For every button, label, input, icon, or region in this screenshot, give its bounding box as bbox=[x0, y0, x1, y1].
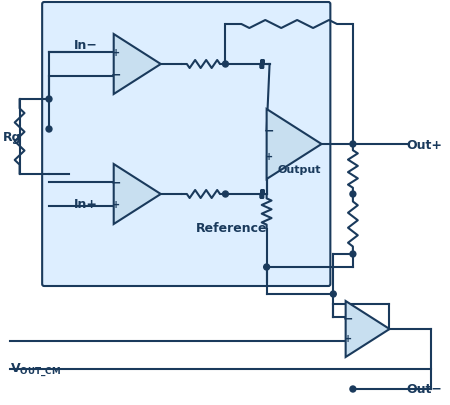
Text: In−: In− bbox=[73, 38, 97, 51]
Circle shape bbox=[350, 252, 356, 257]
Text: −: − bbox=[110, 176, 121, 189]
Text: Out−: Out− bbox=[407, 383, 443, 396]
Text: −: − bbox=[343, 312, 353, 325]
Text: +: + bbox=[265, 151, 273, 162]
Text: −: − bbox=[110, 68, 121, 81]
Polygon shape bbox=[267, 110, 322, 179]
Text: −: − bbox=[263, 124, 274, 137]
Text: Output: Output bbox=[277, 164, 321, 175]
Circle shape bbox=[350, 192, 356, 198]
Polygon shape bbox=[114, 35, 161, 95]
Polygon shape bbox=[114, 164, 161, 224]
Text: $\mathbf{V_{OUT\_CM}}$: $\mathbf{V_{OUT\_CM}}$ bbox=[10, 360, 61, 378]
Text: Reference: Reference bbox=[196, 221, 268, 234]
Circle shape bbox=[46, 127, 52, 133]
FancyBboxPatch shape bbox=[42, 3, 330, 286]
Text: In+: In+ bbox=[73, 198, 98, 211]
Text: +: + bbox=[344, 333, 352, 343]
Text: +: + bbox=[112, 48, 120, 58]
Polygon shape bbox=[346, 301, 390, 357]
Circle shape bbox=[330, 291, 336, 297]
Circle shape bbox=[222, 62, 229, 68]
Text: Out+: Out+ bbox=[407, 138, 443, 151]
Circle shape bbox=[222, 192, 229, 198]
Text: +: + bbox=[112, 200, 120, 209]
Text: Rg: Rg bbox=[3, 130, 22, 143]
Circle shape bbox=[264, 264, 270, 270]
Circle shape bbox=[350, 142, 356, 148]
Circle shape bbox=[46, 97, 52, 103]
Circle shape bbox=[350, 386, 356, 392]
